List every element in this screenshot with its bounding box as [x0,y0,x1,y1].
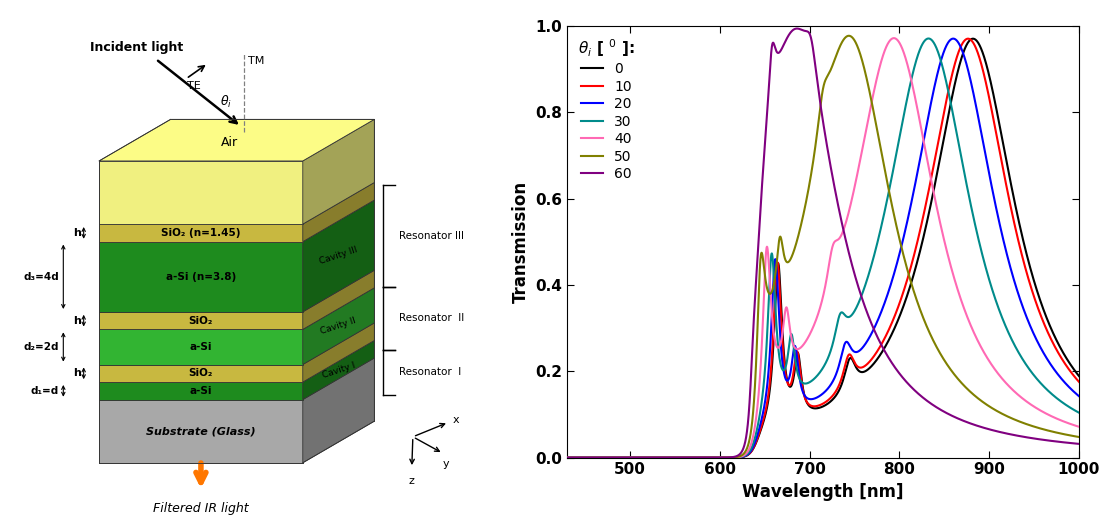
Text: a-Si: a-Si [189,386,212,396]
Text: y: y [443,459,449,469]
Text: x: x [453,415,459,425]
Text: Substrate (Glass): Substrate (Glass) [146,426,255,436]
Text: Resonator  I: Resonator I [399,367,461,378]
Text: d₂=2d: d₂=2d [23,342,58,352]
Polygon shape [303,200,374,312]
Polygon shape [99,224,303,242]
Polygon shape [99,312,303,330]
Text: z: z [408,476,415,486]
Text: Resonator  II: Resonator II [399,314,465,323]
Polygon shape [99,365,303,382]
Text: d₃=4d: d₃=4d [23,272,58,282]
Text: Cavity III: Cavity III [318,245,359,266]
Y-axis label: Transmission: Transmission [512,181,530,303]
Polygon shape [99,161,303,224]
Polygon shape [99,399,303,463]
Polygon shape [99,330,303,365]
Polygon shape [303,270,374,330]
Polygon shape [303,341,374,399]
Legend: 0, 10, 20, 30, 40, 50, 60: 0, 10, 20, 30, 40, 50, 60 [574,33,639,185]
Text: a-Si: a-Si [189,342,212,352]
Polygon shape [99,242,303,312]
Text: h: h [73,368,81,378]
Text: TE: TE [187,82,200,92]
Text: d₁=d: d₁=d [31,386,58,396]
Text: Cavity II: Cavity II [319,316,358,336]
Text: h: h [73,316,81,326]
Polygon shape [303,323,374,382]
Text: SiO₂ (n=1.45): SiO₂ (n=1.45) [161,228,241,238]
X-axis label: Wavelength [nm]: Wavelength [nm] [742,483,904,501]
Text: Cavity I: Cavity I [320,360,357,380]
Polygon shape [99,382,303,399]
Text: SiO₂: SiO₂ [188,316,214,326]
Text: Air: Air [221,136,238,149]
Polygon shape [303,119,374,224]
Polygon shape [303,288,374,365]
Text: TM: TM [249,57,264,67]
Text: Incident light: Incident light [90,41,183,54]
Text: $\theta_i$: $\theta_i$ [220,94,232,110]
Text: a-Si (n=3.8): a-Si (n=3.8) [166,272,236,282]
Polygon shape [99,119,374,161]
Polygon shape [303,183,374,242]
Text: SiO₂: SiO₂ [188,368,214,378]
Polygon shape [303,358,374,463]
Text: Filtered IR light: Filtered IR light [153,502,249,515]
Text: Resonator III: Resonator III [399,231,465,241]
Text: h: h [73,228,81,238]
